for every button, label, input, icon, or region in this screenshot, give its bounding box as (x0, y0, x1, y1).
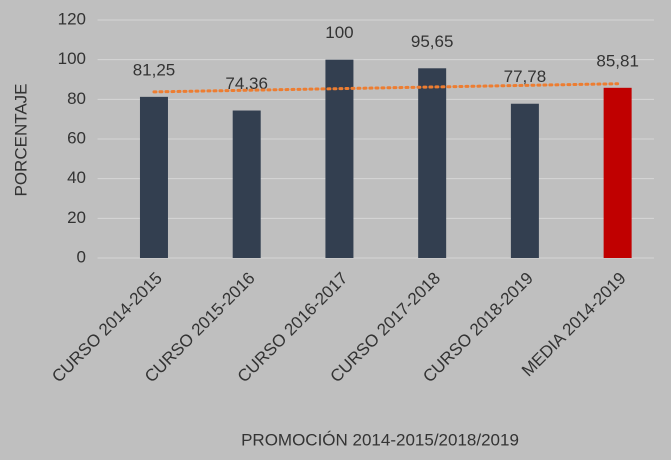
bar (232, 110, 261, 258)
y-tick-label: 100 (58, 49, 86, 68)
x-axis-title: PROMOCIÓN 2014-2015/2018/2019 (241, 430, 519, 449)
y-axis-title: PORCENTAJE (11, 83, 30, 196)
y-tick-label: 60 (67, 128, 86, 147)
y-tick-label: 120 (58, 9, 86, 28)
trendline (152, 82, 620, 94)
bar (418, 68, 447, 259)
bar (510, 103, 539, 259)
value-label: 81,25 (133, 60, 176, 79)
value-label: 100 (325, 23, 353, 42)
y-tick-label: 20 (67, 208, 86, 227)
value-label: 74,36 (225, 74, 268, 93)
x-tick-label: MEDIA 2014-2019 (518, 269, 630, 381)
value-label: 95,65 (411, 32, 454, 51)
y-tick-label: 80 (67, 89, 86, 108)
value-label: 85,81 (596, 51, 639, 70)
y-tick-label: 40 (67, 168, 86, 187)
value-label: 77,78 (504, 67, 547, 86)
y-tick-label: 0 (77, 247, 86, 266)
bar (139, 96, 168, 259)
bar (325, 59, 354, 258)
bar (603, 87, 632, 258)
